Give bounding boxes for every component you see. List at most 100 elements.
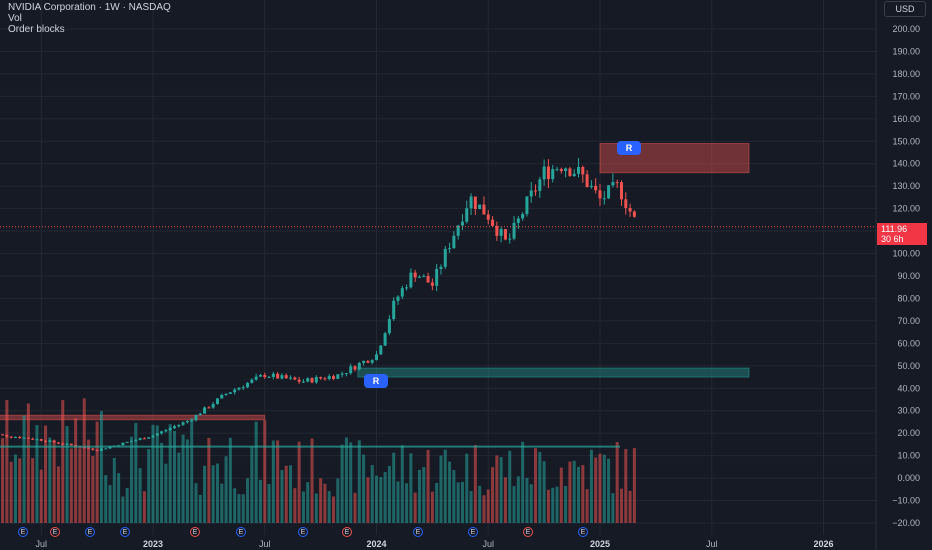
last-price-value: 111.96 [881,224,908,234]
volume-bar [211,465,215,523]
y-tick-label: 0.000 [897,473,920,483]
volume-bar [142,491,146,523]
volume-indicator-label[interactable]: Vol [8,13,22,24]
symbol-title[interactable]: NVIDIA Corporation · 1W · NASDAQ [8,2,171,13]
volume-bar [512,486,516,523]
y-tick-label: 100.00 [892,249,920,259]
volume-bar [289,465,293,523]
bar-countdown: 30 6h [881,234,904,244]
currency-button[interactable]: USD [884,1,926,17]
candle-body [142,438,146,440]
candle-body [246,382,250,388]
volume-bar [134,422,138,523]
volume-bar [121,496,125,523]
volume-bar [95,421,99,523]
candle-body [26,437,30,439]
last-price-tag: 111.96 30 6h [877,223,927,245]
volume-bar [250,446,254,523]
candle-body [551,169,555,180]
earnings-event-marker[interactable]: E [413,527,423,537]
volume-bar [237,494,241,523]
candle-body [534,190,538,192]
candle-body [289,377,293,379]
order-block-bearish [0,414,266,421]
earnings-event-marker[interactable]: E [342,527,352,537]
volume-bar [366,477,370,523]
y-tick-label: 180.00 [892,69,920,79]
order-blocks-indicator-label[interactable]: Order blocks [8,24,65,35]
candle-body [607,185,611,199]
volume-bar [619,488,623,523]
candle-body [619,182,623,200]
y-tick-label: 120.00 [892,204,920,214]
candle-body [495,225,499,236]
volume-bar [572,460,576,523]
earnings-event-marker[interactable]: E [85,527,95,537]
candle-body [413,272,417,278]
volume-bar [400,445,404,523]
volume-bar [559,467,563,523]
volume-bar [469,491,473,523]
earnings-event-marker[interactable]: E [298,527,308,537]
volume-bar [99,411,103,523]
earnings-event-marker[interactable]: E [18,527,28,537]
x-tick-label: Jul [706,539,718,549]
volume-bar [542,461,546,523]
volume-bar [439,455,443,523]
volume-bar [340,444,344,523]
earnings-event-marker[interactable]: E [50,527,60,537]
volume-bar [263,420,267,523]
candle-body [172,426,176,429]
volume-bar [151,424,155,523]
order-block-bullish [357,367,750,378]
candle-body [478,204,482,209]
volume-bar [293,488,297,523]
candle-body [69,443,73,446]
earnings-event-marker[interactable]: E [578,527,588,537]
candle-body [151,435,155,438]
y-tick-label: 170.00 [892,91,920,101]
volume-bar [632,448,636,523]
candle-body [370,360,374,363]
y-tick-label: 140.00 [892,159,920,169]
candle-body [486,214,490,220]
volume-bar [473,444,477,523]
earnings-event-marker[interactable]: E [236,527,246,537]
volume-bar [379,477,383,523]
candle-body [18,437,22,439]
volume-bar [448,461,452,523]
candle-body [581,167,585,175]
candle-body [52,440,56,443]
candle-body [430,282,434,286]
candle-body [134,440,138,442]
earnings-event-marker[interactable]: E [120,527,130,537]
y-tick-label: −20.00 [892,518,920,528]
candle-body [263,375,267,378]
candle-body [237,387,241,390]
earnings-event-marker[interactable]: E [190,527,200,537]
volume-bar [181,434,185,523]
volume-bar [26,403,30,523]
volume-bar [409,453,413,523]
candle-body [301,381,305,383]
candle-body [594,185,598,191]
candle-body [555,169,559,171]
candle-body [138,438,142,441]
volume-bar [117,473,121,523]
x-tick-label: 2024 [366,539,386,549]
volume-bar [602,454,606,523]
candle-body [207,407,211,409]
volume-bar [246,478,250,523]
earnings-event-marker[interactable]: E [468,527,478,537]
candle-body [56,442,60,444]
volume-bar [503,477,507,523]
y-tick-label: 80.00 [897,293,920,303]
volume-bar [443,449,447,523]
earnings-event-marker[interactable]: E [523,527,533,537]
volume-bar [69,448,73,523]
candle-body [13,437,17,439]
volume-bar [568,461,572,523]
candle-body [469,196,473,209]
volume-bar [332,496,336,523]
